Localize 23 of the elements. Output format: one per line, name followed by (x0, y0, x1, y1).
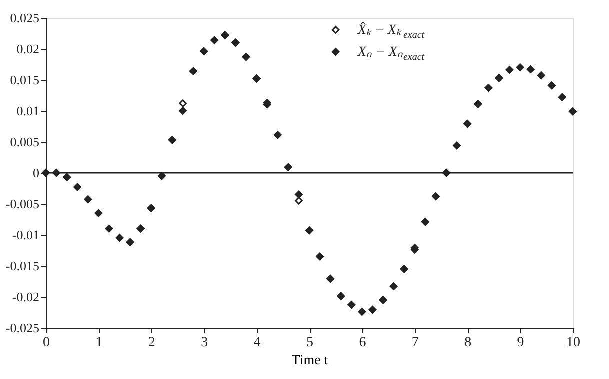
x-axis-title: Time t (292, 354, 328, 368)
x-tick-label: 10 (566, 336, 580, 350)
y-tick-label: -0.02 (12, 290, 40, 304)
x-tick-label: 6 (359, 336, 366, 350)
y-tick-label: -0.025 (6, 320, 40, 336)
y-tick-label: -0.01 (12, 228, 40, 242)
y-tick-label: 0 (33, 166, 40, 180)
x-tick-label: 4 (254, 336, 261, 350)
y-tick-label: 0.02 (16, 42, 40, 56)
y-tick-label: 0.025 (10, 10, 40, 26)
y-tick-label: 0.01 (16, 104, 40, 118)
y-tick-label: 0.005 (10, 134, 40, 150)
x-tick-label: 8 (464, 336, 472, 350)
x-tick-label: 7 (412, 336, 419, 350)
x-tick-label: 5 (306, 336, 314, 350)
x-tick-label: 9 (517, 336, 524, 350)
y-tick-label: -0.005 (6, 196, 40, 212)
x-tick-label: 2 (148, 336, 156, 350)
y-tick-label: -0.015 (6, 258, 40, 274)
x-tick-label: 3 (201, 336, 208, 350)
x-tick-label: 1 (96, 336, 103, 350)
y-tick-label: 0.015 (10, 72, 40, 88)
x-tick-label: 0 (43, 336, 50, 350)
